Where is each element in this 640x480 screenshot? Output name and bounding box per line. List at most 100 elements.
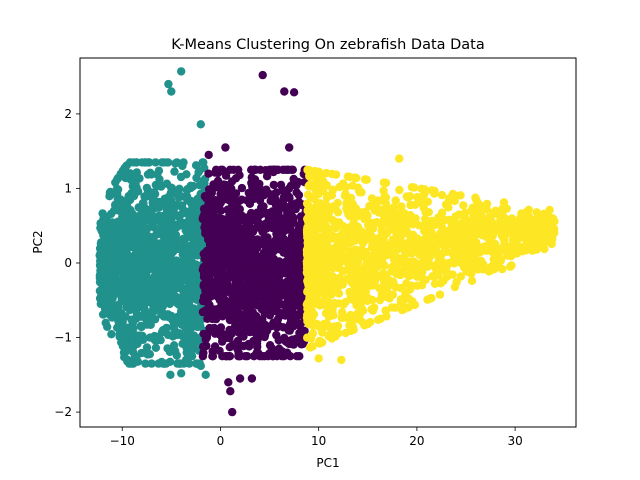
data-point bbox=[226, 297, 235, 307]
data-point bbox=[387, 303, 397, 312]
data-point bbox=[373, 237, 383, 246]
data-point bbox=[141, 250, 150, 259]
data-point bbox=[410, 300, 419, 310]
data-point bbox=[100, 289, 110, 299]
data-point bbox=[453, 220, 462, 229]
data-point bbox=[247, 250, 256, 259]
data-point bbox=[180, 239, 190, 249]
data-point bbox=[417, 281, 427, 290]
data-point bbox=[241, 223, 250, 232]
data-point bbox=[330, 217, 339, 226]
data-point bbox=[275, 239, 285, 249]
data-point bbox=[96, 299, 106, 309]
data-point bbox=[131, 179, 140, 188]
data-point bbox=[269, 180, 278, 190]
data-point bbox=[443, 259, 453, 268]
data-point bbox=[302, 248, 312, 258]
data-point bbox=[459, 201, 468, 210]
data-point bbox=[437, 190, 447, 200]
data-point bbox=[497, 222, 506, 231]
data-point bbox=[120, 276, 129, 285]
data-point bbox=[337, 355, 346, 365]
data-point bbox=[220, 185, 229, 194]
data-point bbox=[216, 328, 226, 337]
data-point bbox=[355, 310, 364, 319]
data-point bbox=[462, 255, 472, 264]
data-point bbox=[157, 310, 166, 319]
data-point bbox=[266, 303, 275, 313]
data-point bbox=[143, 187, 153, 196]
data-point bbox=[285, 143, 294, 152]
data-point bbox=[135, 292, 145, 301]
data-point bbox=[147, 308, 156, 317]
data-point bbox=[150, 315, 160, 324]
data-point bbox=[228, 407, 237, 417]
data-point bbox=[370, 303, 379, 312]
data-point bbox=[244, 188, 253, 198]
data-point bbox=[305, 180, 314, 190]
data-point bbox=[281, 202, 290, 211]
data-point bbox=[325, 285, 334, 294]
data-point bbox=[465, 231, 475, 240]
data-point bbox=[174, 193, 184, 202]
data-point bbox=[246, 295, 255, 304]
data-point bbox=[396, 270, 405, 280]
data-point bbox=[436, 238, 445, 247]
data-point bbox=[134, 267, 143, 277]
data-point bbox=[164, 79, 173, 89]
data-point bbox=[201, 306, 210, 315]
data-point bbox=[305, 343, 315, 352]
data-point bbox=[224, 271, 233, 280]
data-point bbox=[319, 231, 328, 241]
data-point bbox=[202, 333, 212, 342]
y-tick-label: 0 bbox=[64, 256, 72, 270]
data-point bbox=[215, 346, 224, 356]
data-point bbox=[314, 184, 324, 193]
data-point bbox=[118, 166, 128, 176]
data-point bbox=[248, 308, 258, 317]
data-point bbox=[177, 284, 186, 293]
data-point bbox=[348, 199, 357, 209]
x-axis-ticks: −10 0 10 20 30 bbox=[110, 427, 523, 448]
data-point bbox=[137, 322, 146, 332]
data-point bbox=[322, 208, 331, 217]
data-point bbox=[289, 292, 298, 301]
data-point bbox=[209, 180, 218, 189]
data-point bbox=[128, 295, 137, 304]
data-point bbox=[225, 250, 234, 260]
data-point bbox=[315, 169, 324, 178]
data-point bbox=[382, 229, 392, 238]
data-point bbox=[175, 359, 185, 368]
data-point bbox=[395, 185, 404, 195]
data-point bbox=[127, 189, 136, 198]
data-point bbox=[181, 355, 191, 365]
data-point bbox=[279, 352, 289, 361]
data-point bbox=[208, 212, 217, 222]
data-point bbox=[259, 253, 268, 262]
data-point bbox=[274, 202, 283, 211]
data-point bbox=[283, 165, 293, 174]
data-point bbox=[314, 248, 323, 257]
data-point bbox=[143, 231, 152, 240]
data-point bbox=[327, 334, 337, 343]
data-point bbox=[541, 212, 550, 221]
data-point bbox=[191, 235, 201, 244]
data-point bbox=[435, 219, 444, 228]
data-point bbox=[252, 348, 261, 357]
data-point bbox=[112, 248, 122, 257]
data-point bbox=[157, 357, 166, 367]
data-point bbox=[344, 262, 354, 272]
data-point bbox=[251, 329, 260, 338]
data-point bbox=[153, 290, 162, 300]
data-point bbox=[471, 193, 480, 202]
data-point bbox=[205, 240, 215, 249]
data-point bbox=[132, 158, 141, 167]
data-point bbox=[467, 276, 477, 285]
data-point bbox=[430, 186, 439, 196]
data-point bbox=[237, 183, 247, 193]
data-point bbox=[132, 168, 141, 177]
data-point bbox=[211, 168, 220, 177]
data-point bbox=[421, 233, 431, 242]
data-point bbox=[317, 238, 327, 248]
data-point bbox=[430, 272, 440, 281]
